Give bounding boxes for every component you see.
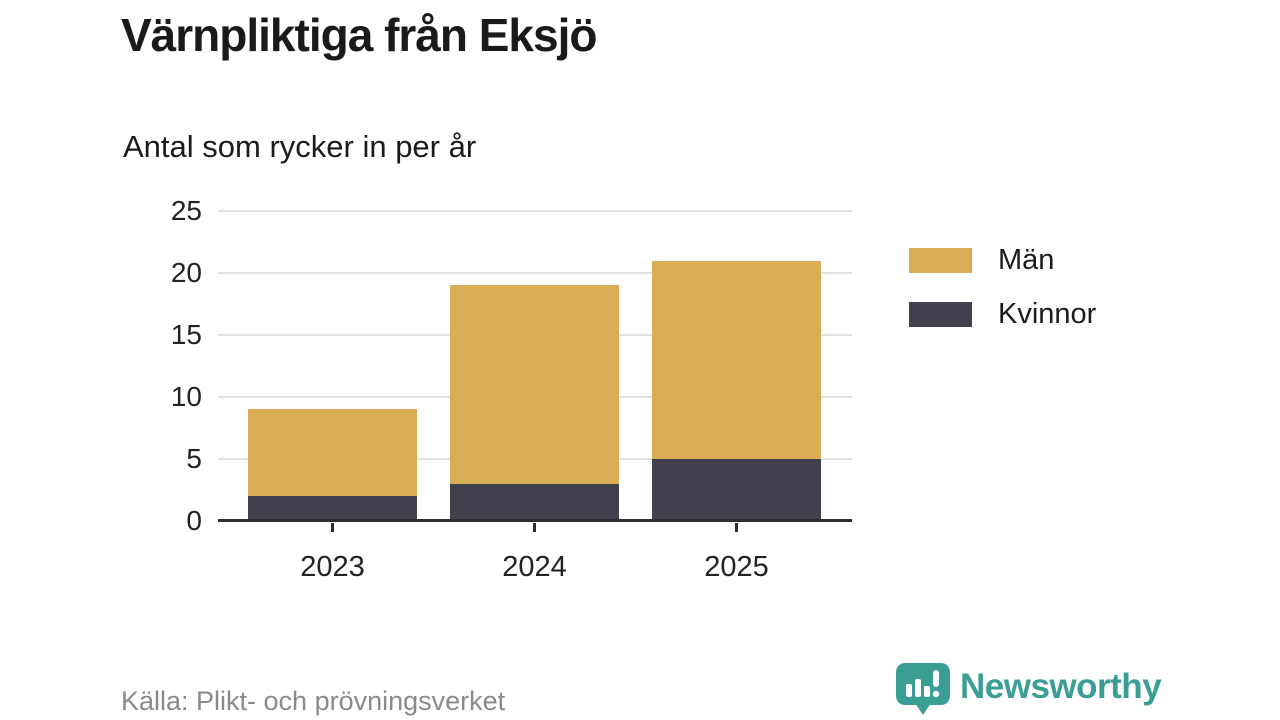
y-axis-label-0: 0 [186,505,202,536]
x-axis-label-2023: 2023 [300,551,365,583]
y-axis-label-20: 20 [170,257,202,288]
chart-subtitle: Antal som rycker in per år [123,129,477,164]
x-axis-tick-2024 [533,523,536,532]
plot-area: 0 5 10 15 20 25 2023 2024 2025 [171,197,852,583]
bar-2023 [248,409,417,521]
x-axis-tick-2025 [735,523,738,532]
legend-swatch-kvinnor [909,302,972,327]
bar-segment-2023-kvinnor [248,496,417,521]
gridline-y25 [218,210,852,212]
bar-segment-2024-kvinnor [450,483,619,521]
legend-label-män: Män [998,244,1055,276]
bar-2024 [450,285,619,521]
bar-2025 [652,260,821,521]
y-axis-label-5: 5 [186,443,202,474]
x-axis-label-2024: 2024 [502,551,567,583]
x-axis-line [218,519,852,522]
y-axis-label-10: 10 [170,381,202,412]
source-note: Källa: Plikt- och prövningsverket [121,686,506,716]
bar-segment-2023-män [248,409,417,497]
bar-segment-2025-män [652,260,821,459]
legend-label-kvinnor: Kvinnor [998,298,1097,330]
legend-item-kvinnor: Kvinnor [909,298,1096,331]
bar-segment-2024-män [450,285,619,484]
legend-item-män: Män [909,244,1096,277]
x-axis-tick-2023 [331,523,334,532]
legend-swatch-män [909,248,972,273]
bar-segment-2025-kvinnor [652,459,821,521]
y-axis-label-15: 15 [170,319,202,350]
brand-logo: Newsworthy [896,663,1162,716]
legend: Män Kvinnor [909,244,1096,331]
newsworthy-icon [896,663,950,715]
y-axis-label-25: 25 [170,195,202,226]
chart-title: Värnpliktiga från Eksjö [121,9,597,61]
x-axis-label-2025: 2025 [704,551,769,583]
brand-name: Newsworthy [960,666,1162,706]
gridline-y20 [218,272,852,274]
